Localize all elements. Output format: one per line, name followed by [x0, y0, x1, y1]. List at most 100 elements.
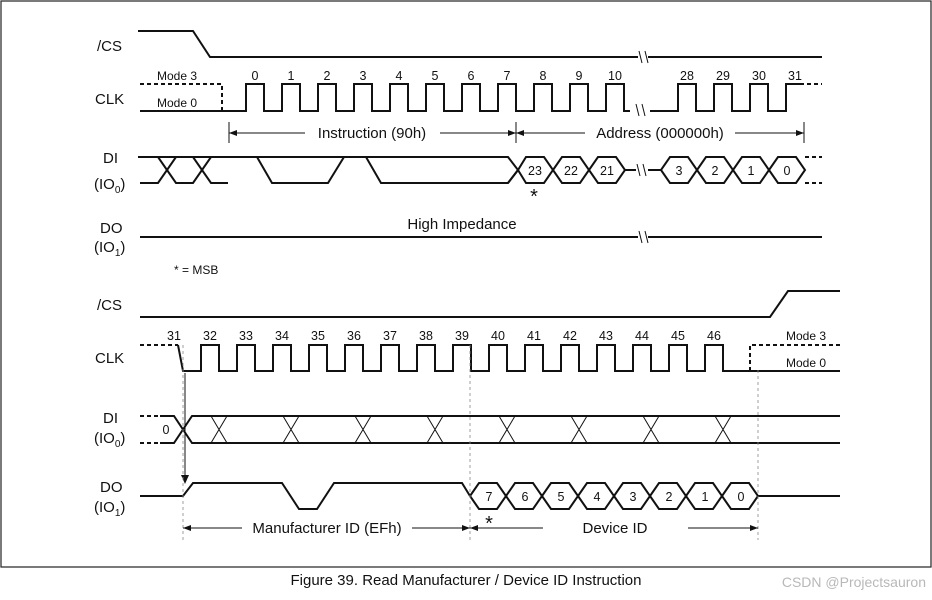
- device-bit: 0: [738, 490, 745, 504]
- top-di-bit-labels: 23 22 21 3 2 1 0: [528, 164, 790, 178]
- bottom-do-label: DO: [100, 479, 123, 496]
- top-clk-num: 5: [432, 69, 439, 83]
- bottom-clk-num: 43: [599, 329, 613, 343]
- device-id-label: Device ID: [582, 520, 647, 537]
- top-clk-num: 29: [716, 69, 730, 83]
- bottom-do-bit-labels: 7 6 5 4 3 2 1 0: [486, 490, 745, 504]
- bottom-clk-num: 40: [491, 329, 505, 343]
- device-bit: 4: [594, 490, 601, 504]
- top-cs-break-icon: [638, 50, 649, 64]
- bottom-di-label: DI: [103, 410, 118, 427]
- bottom-cs-wave: [140, 290, 840, 318]
- instruction-label: Instruction (90h): [318, 125, 426, 142]
- top-mode0-label: Mode 0: [157, 96, 197, 110]
- top-clk-num: 3: [360, 69, 367, 83]
- bottom-msb-star: *: [485, 513, 493, 535]
- top-msb-star: *: [530, 186, 538, 208]
- top-di-label: DI: [103, 150, 118, 167]
- bottom-clk-num: 35: [311, 329, 325, 343]
- device-id-arrow: Device ID: [470, 520, 758, 537]
- timing-diagram: /CS CLK DI (IO0) DO (IO1) Mode 3 Mode 0 …: [0, 0, 932, 568]
- address-bit: 0: [784, 164, 791, 178]
- bottom-clk-num: 45: [671, 329, 685, 343]
- top-di-address-bits-2: [648, 156, 807, 184]
- figure-caption: Figure 39. Read Manufacturer / Device ID…: [290, 572, 642, 589]
- msb-legend: * = MSB: [174, 263, 218, 277]
- device-bit: 2: [666, 490, 673, 504]
- vertical-guides: [182, 345, 759, 540]
- address-arrow: Address (000000h): [516, 122, 805, 143]
- top-cs-label: /CS: [97, 38, 122, 55]
- bottom-clk-num: 46: [707, 329, 721, 343]
- bottom-clk-mode3-dash: [749, 344, 840, 371]
- bottom-clk-num: 36: [347, 329, 361, 343]
- bottom-mode0-label: Mode 0: [786, 356, 826, 370]
- bottom-clk-num: 37: [383, 329, 397, 343]
- top-clk-wave-2: [650, 83, 800, 112]
- top-clk-numbers: 0 1 2 3 4 5 6 7 8 9 10 28 29 30 31: [252, 69, 802, 83]
- top-clk-num: 31: [788, 69, 802, 83]
- bottom-clk-wave: [177, 344, 840, 372]
- bottom-di-wave: [160, 415, 840, 444]
- top-clk-num: 30: [752, 69, 766, 83]
- watermark: CSDN @Projectsauron: [781, 574, 926, 590]
- bottom-di-dont-care-crosses: [210, 415, 732, 444]
- bottom-clk-label: CLK: [95, 350, 124, 367]
- bottom-clk-num: 33: [239, 329, 253, 343]
- top-signal-labels: /CS CLK DI (IO0) DO (IO1): [94, 38, 125, 259]
- bottom-clk-num: 38: [419, 329, 433, 343]
- top-clk-num: 10: [608, 69, 622, 83]
- bottom-cs-label: /CS: [97, 297, 122, 314]
- top-clk-num: 28: [680, 69, 694, 83]
- top-clk-num: 1: [288, 69, 295, 83]
- bottom-clk-num: 42: [563, 329, 577, 343]
- top-di-break-icon: [636, 163, 647, 177]
- bottom-clk-num: 31: [167, 329, 181, 343]
- address-bit: 23: [528, 164, 542, 178]
- top-di-io-label: (IO0): [94, 176, 125, 196]
- bottom-di-lead-dash: [140, 415, 160, 444]
- top-do-label: DO: [100, 220, 123, 237]
- top-di-address-bits: [507, 156, 636, 184]
- bottom-clk-num: 34: [275, 329, 289, 343]
- bottom-mode3-label: Mode 3: [786, 329, 826, 343]
- top-mode3-label: Mode 3: [157, 69, 197, 83]
- top-clk-num: 0: [252, 69, 259, 83]
- device-bit: 6: [522, 490, 529, 504]
- device-bit: 1: [702, 490, 709, 504]
- bottom-clk-num: 32: [203, 329, 217, 343]
- bottom-do-io-label: (IO1): [94, 499, 125, 519]
- top-clk-num: 7: [504, 69, 511, 83]
- top-clk-num: 2: [324, 69, 331, 83]
- top-clk-num: 4: [396, 69, 403, 83]
- bottom-signal-labels: /CS CLK DI (IO0) DO (IO1): [94, 297, 125, 519]
- bottom-di-bit: 0: [163, 423, 170, 437]
- high-impedance-label: High Impedance: [407, 216, 516, 233]
- bottom-do-manufacturer-wave: [140, 482, 471, 510]
- top-clk-wave: [140, 83, 630, 112]
- device-bit: 3: [630, 490, 637, 504]
- bottom-clk-num: 39: [455, 329, 469, 343]
- address-bit: 3: [676, 164, 683, 178]
- manufacturer-id-arrow: Manufacturer ID (EFh): [183, 520, 470, 537]
- bottom-clk-numbers: 31 32 33 34 35 36 37 38 39 40 41 42 43 4…: [167, 329, 721, 343]
- address-bit: 21: [600, 164, 614, 178]
- top-clk-break-icon: [635, 103, 646, 117]
- top-do-break-icon: [638, 230, 649, 244]
- top-di-tail-dash: [805, 156, 822, 184]
- address-bit: 2: [712, 164, 719, 178]
- top-clk-mode3-dash: [140, 83, 223, 111]
- bottom-clk-num: 41: [527, 329, 541, 343]
- bottom-clk-num: 44: [635, 329, 649, 343]
- top-clk-num: 9: [576, 69, 583, 83]
- manufacturer-id-label: Manufacturer ID (EFh): [252, 520, 401, 537]
- top-do-io-label: (IO1): [94, 239, 125, 259]
- address-label: Address (000000h): [596, 125, 724, 142]
- top-clk-num: 6: [468, 69, 475, 83]
- top-clk-num: 8: [540, 69, 547, 83]
- device-bit: 7: [486, 490, 493, 504]
- instruction-arrow: Instruction (90h): [228, 122, 517, 143]
- address-bit: 1: [748, 164, 755, 178]
- top-cs-wave: [138, 30, 638, 58]
- bottom-di-io-label: (IO0): [94, 430, 125, 450]
